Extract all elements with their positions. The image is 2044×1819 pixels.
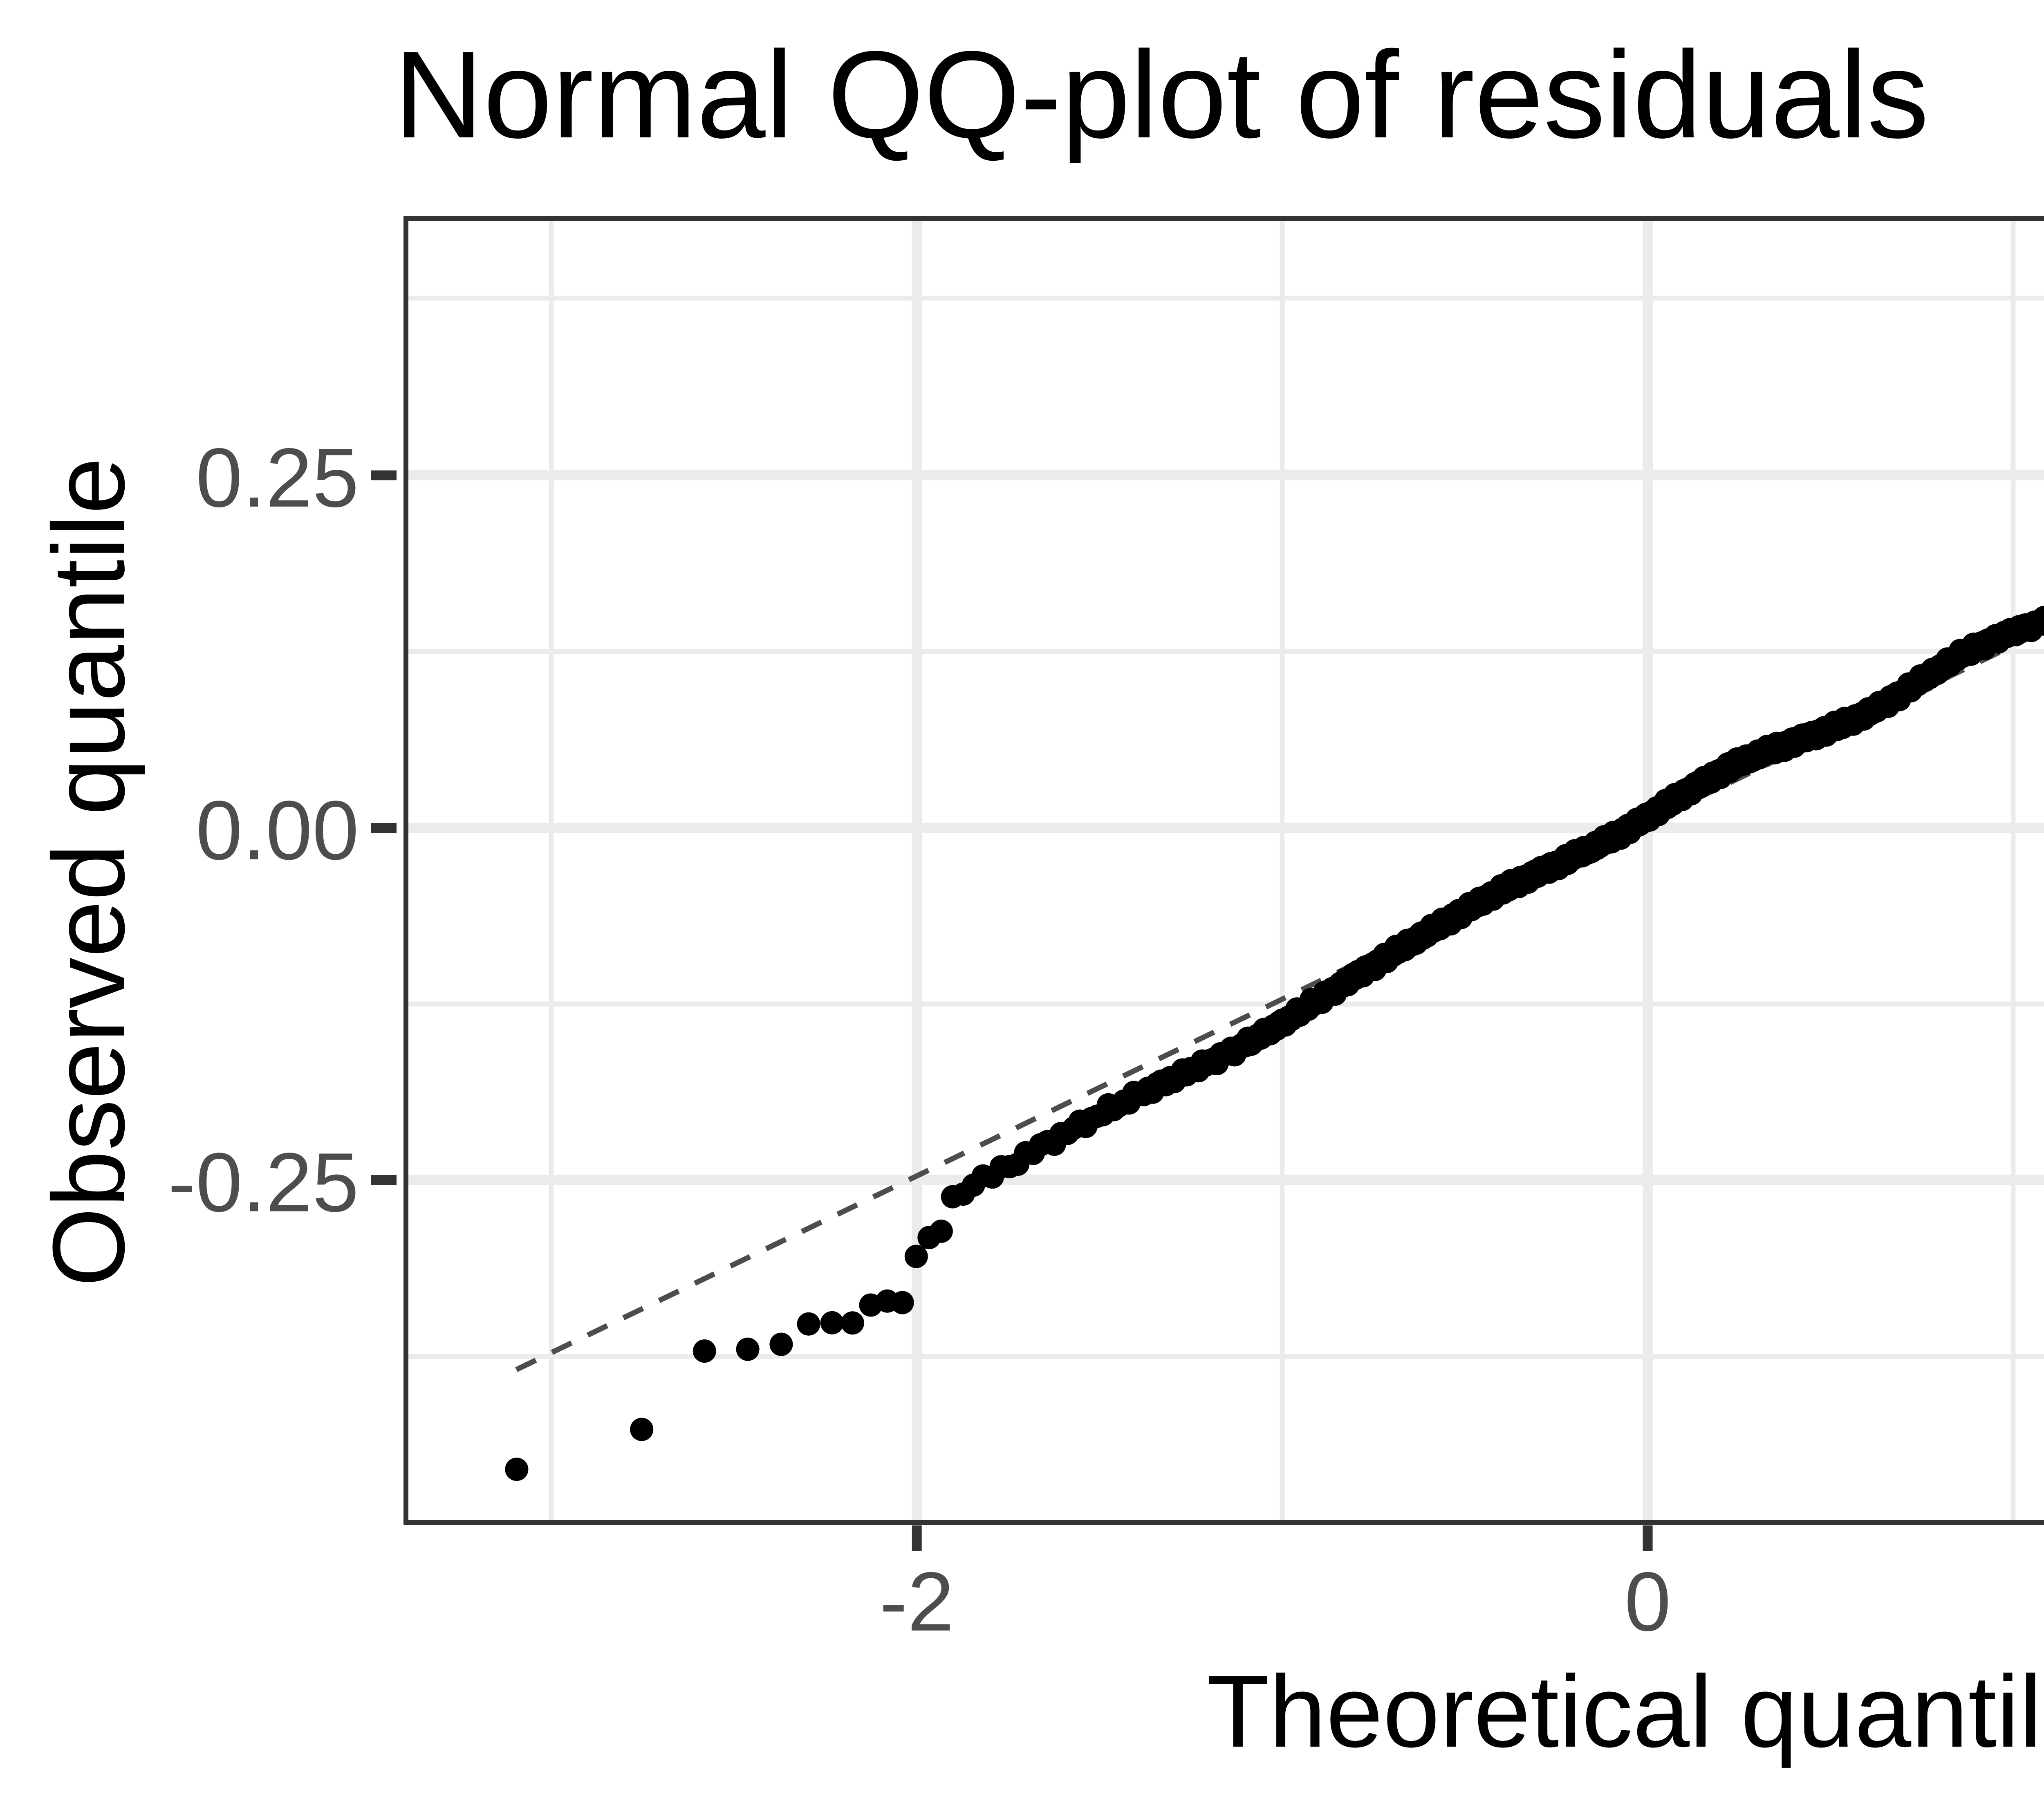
svg-text:Observed quantile: Observed quantile [31, 457, 146, 1287]
svg-text:0.00: 0.00 [196, 784, 359, 877]
svg-text:0: 0 [1625, 1555, 1671, 1649]
svg-text:-0.25: -0.25 [168, 1136, 359, 1229]
svg-text:Normal QQ-plot of residuals: Normal QQ-plot of residuals [394, 26, 1929, 164]
svg-text:-2: -2 [880, 1555, 954, 1649]
svg-text:Theoretical quantile: Theoretical quantile [1207, 1654, 2044, 1768]
svg-text:0.25: 0.25 [196, 431, 359, 525]
